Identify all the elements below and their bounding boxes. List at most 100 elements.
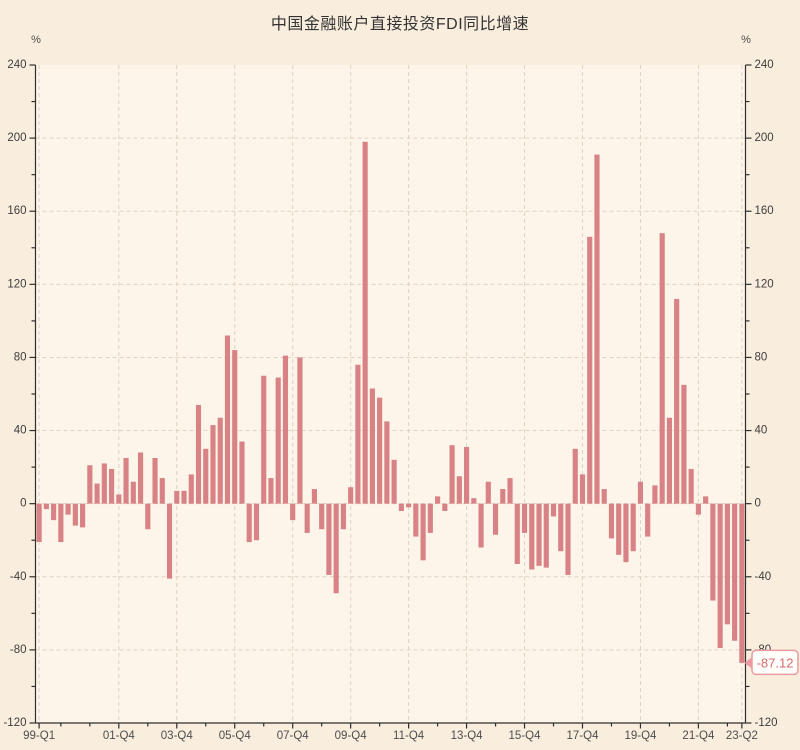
- bar-22-Q1[interactable]: [703, 496, 709, 504]
- bar-16-Q4[interactable]: [550, 503, 557, 517]
- bar-07-Q4[interactable]: [290, 503, 296, 521]
- bar-21-Q3[interactable]: [688, 468, 694, 504]
- bar-12-Q2[interactable]: [420, 503, 426, 561]
- bar-09-Q4[interactable]: [348, 487, 354, 504]
- bar-20-Q4[interactable]: [666, 417, 673, 504]
- bar-00-Q1[interactable]: [65, 503, 71, 515]
- bar-06-Q1[interactable]: [239, 441, 245, 504]
- bar-05-Q2[interactable]: [217, 417, 223, 504]
- bar-00-Q4[interactable]: [87, 465, 93, 504]
- bar-08-Q2[interactable]: [304, 503, 310, 533]
- bar-20-Q1[interactable]: [645, 503, 651, 537]
- bar-14-Q1[interactable]: [471, 498, 477, 504]
- bar-23-Q2[interactable]: [739, 503, 745, 663]
- plot-area[interactable]: [35, 65, 746, 723]
- bar-15-Q1[interactable]: [500, 489, 506, 504]
- bar-06-Q3[interactable]: [253, 503, 260, 541]
- bar-21-Q2[interactable]: [681, 384, 687, 504]
- bar-10-Q2[interactable]: [362, 141, 368, 504]
- bar-08-Q4[interactable]: [319, 503, 325, 530]
- bar-02-Q2[interactable]: [130, 481, 136, 504]
- bar-19-Q1[interactable]: [616, 503, 622, 555]
- bar-19-Q4[interactable]: [637, 481, 644, 504]
- bar-20-Q2[interactable]: [652, 485, 658, 504]
- bar-11-Q1[interactable]: [384, 421, 390, 504]
- bar-01-Q2[interactable]: [101, 463, 107, 504]
- bar-09-Q1[interactable]: [326, 503, 332, 575]
- bar-18-Q1[interactable]: [587, 236, 593, 504]
- y-tick-label-right: 120: [755, 278, 774, 290]
- bar-11-Q2[interactable]: [391, 459, 397, 504]
- bar-23-Q1[interactable]: [732, 503, 738, 641]
- bar-10-Q4[interactable]: [377, 397, 383, 504]
- bar-01-Q3[interactable]: [108, 468, 115, 504]
- bar-12-Q3[interactable]: [427, 503, 433, 533]
- bar-09-Q2[interactable]: [333, 503, 339, 594]
- bar-04-Q2[interactable]: [188, 474, 194, 504]
- bar-22-Q2[interactable]: [710, 503, 716, 601]
- bar-15-Q2[interactable]: [507, 478, 513, 504]
- bar-16-Q2[interactable]: [536, 503, 542, 566]
- bar-12-Q4[interactable]: [435, 496, 441, 504]
- bar-03-Q3[interactable]: [166, 503, 173, 579]
- bar-07-Q2[interactable]: [275, 377, 281, 504]
- bar-07-Q1[interactable]: [268, 478, 274, 504]
- bar-02-Q4[interactable]: [145, 503, 151, 530]
- bar-05-Q4[interactable]: [232, 350, 238, 504]
- bar-19-Q3[interactable]: [630, 503, 636, 552]
- bar-00-Q2[interactable]: [72, 503, 78, 526]
- bar-18-Q2[interactable]: [594, 154, 600, 504]
- bar-99-Q3[interactable]: [51, 503, 57, 521]
- bar-10-Q3[interactable]: [369, 388, 375, 504]
- bar-99-Q4[interactable]: [58, 503, 64, 543]
- bar-20-Q3[interactable]: [659, 233, 665, 504]
- bar-12-Q1[interactable]: [413, 503, 419, 537]
- bar-17-Q4[interactable]: [579, 474, 586, 504]
- bar-14-Q4[interactable]: [492, 503, 499, 535]
- bar-03-Q1[interactable]: [152, 457, 158, 504]
- bar-22-Q3[interactable]: [717, 503, 723, 649]
- bar-05-Q3[interactable]: [224, 335, 231, 504]
- bar-03-Q4[interactable]: [174, 490, 180, 504]
- bar-21-Q1[interactable]: [674, 298, 680, 504]
- bar-09-Q3[interactable]: [340, 503, 346, 530]
- bar-04-Q3[interactable]: [195, 404, 202, 504]
- bar-13-Q4[interactable]: [463, 447, 470, 504]
- bar-07-Q3[interactable]: [282, 355, 289, 504]
- bar-14-Q2[interactable]: [478, 503, 484, 548]
- bar-03-Q2[interactable]: [159, 478, 165, 504]
- bar-15-Q3[interactable]: [514, 503, 520, 564]
- bar-06-Q4[interactable]: [261, 375, 267, 504]
- bar-21-Q4[interactable]: [695, 503, 701, 515]
- bar-13-Q1[interactable]: [442, 503, 448, 511]
- bar-00-Q3[interactable]: [80, 503, 86, 528]
- bar-17-Q3[interactable]: [572, 448, 578, 504]
- bar-14-Q3[interactable]: [485, 481, 491, 504]
- bar-01-Q4[interactable]: [116, 494, 122, 504]
- bar-08-Q3[interactable]: [311, 489, 318, 504]
- bar-13-Q3[interactable]: [456, 476, 462, 504]
- bar-17-Q2[interactable]: [565, 503, 571, 575]
- bar-16-Q3[interactable]: [543, 503, 549, 568]
- bar-02-Q3[interactable]: [137, 452, 144, 504]
- bar-15-Q4[interactable]: [521, 503, 528, 533]
- bar-19-Q2[interactable]: [623, 503, 629, 563]
- bar-02-Q1[interactable]: [123, 457, 129, 504]
- bar-16-Q1[interactable]: [529, 503, 535, 570]
- bar-13-Q2[interactable]: [449, 445, 455, 504]
- bar-05-Q1[interactable]: [210, 425, 216, 504]
- bar-99-Q1[interactable]: [36, 503, 42, 543]
- bar-17-Q1[interactable]: [558, 503, 564, 552]
- bar-22-Q4[interactable]: [724, 503, 730, 625]
- bar-04-Q4[interactable]: [203, 448, 209, 504]
- bar-11-Q4[interactable]: [406, 503, 412, 508]
- bar-01-Q1[interactable]: [94, 483, 100, 504]
- bar-04-Q1[interactable]: [181, 490, 187, 504]
- bar-11-Q3[interactable]: [398, 503, 404, 511]
- bar-08-Q1[interactable]: [297, 357, 303, 504]
- bar-99-Q2[interactable]: [43, 503, 49, 510]
- bar-06-Q2[interactable]: [246, 503, 252, 543]
- bar-18-Q3[interactable]: [601, 489, 607, 504]
- bar-10-Q1[interactable]: [355, 364, 361, 504]
- bar-18-Q4[interactable]: [608, 503, 615, 539]
